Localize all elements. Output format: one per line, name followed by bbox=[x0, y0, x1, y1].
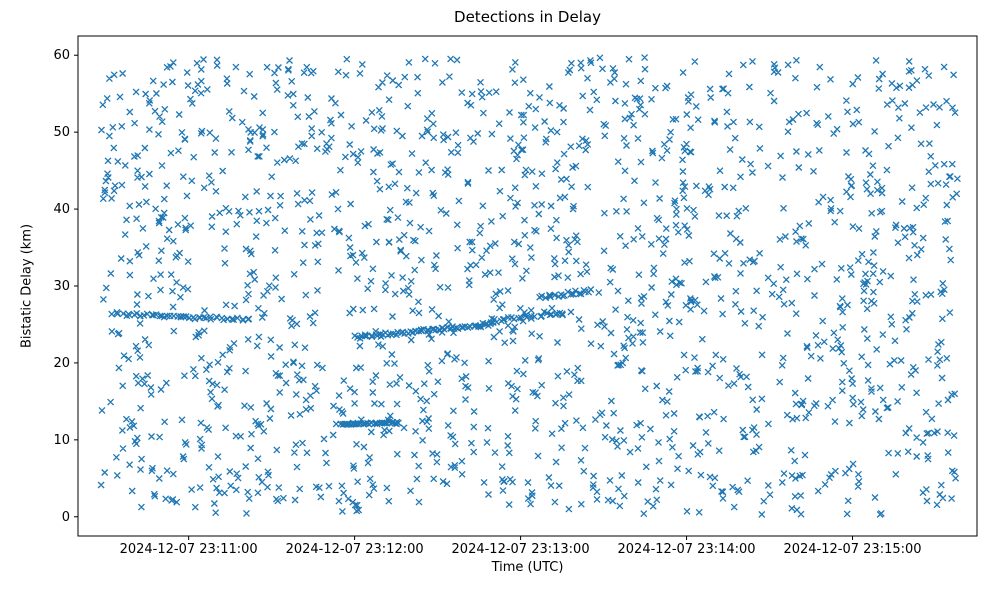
y-tick-label: 40 bbox=[53, 202, 70, 217]
axes-spines bbox=[77, 35, 978, 537]
y-tick-label: 20 bbox=[53, 356, 70, 371]
y-tick-label: 60 bbox=[53, 48, 70, 63]
y-tick-label: 0 bbox=[62, 510, 70, 525]
y-tick-label: 30 bbox=[53, 279, 70, 294]
x-axis-label: Time (UTC) bbox=[491, 560, 564, 575]
y-tick-label: 10 bbox=[53, 433, 70, 448]
y-tick-label: 50 bbox=[53, 125, 70, 140]
x-tick-label: 2024-12-07 23:14:00 bbox=[618, 542, 756, 557]
x-tick-label: 2024-12-07 23:13:00 bbox=[452, 542, 590, 557]
x-tick-label: 2024-12-07 23:12:00 bbox=[286, 542, 424, 557]
scatter-points bbox=[97, 54, 961, 518]
y-axis-label: Bistatic Delay (km) bbox=[19, 223, 35, 349]
x-tick-label: 2024-12-07 23:11:00 bbox=[120, 542, 258, 557]
chart-title: Detections in Delay bbox=[454, 8, 601, 26]
x-tick-label: 2024-12-07 23:15:00 bbox=[783, 542, 921, 557]
